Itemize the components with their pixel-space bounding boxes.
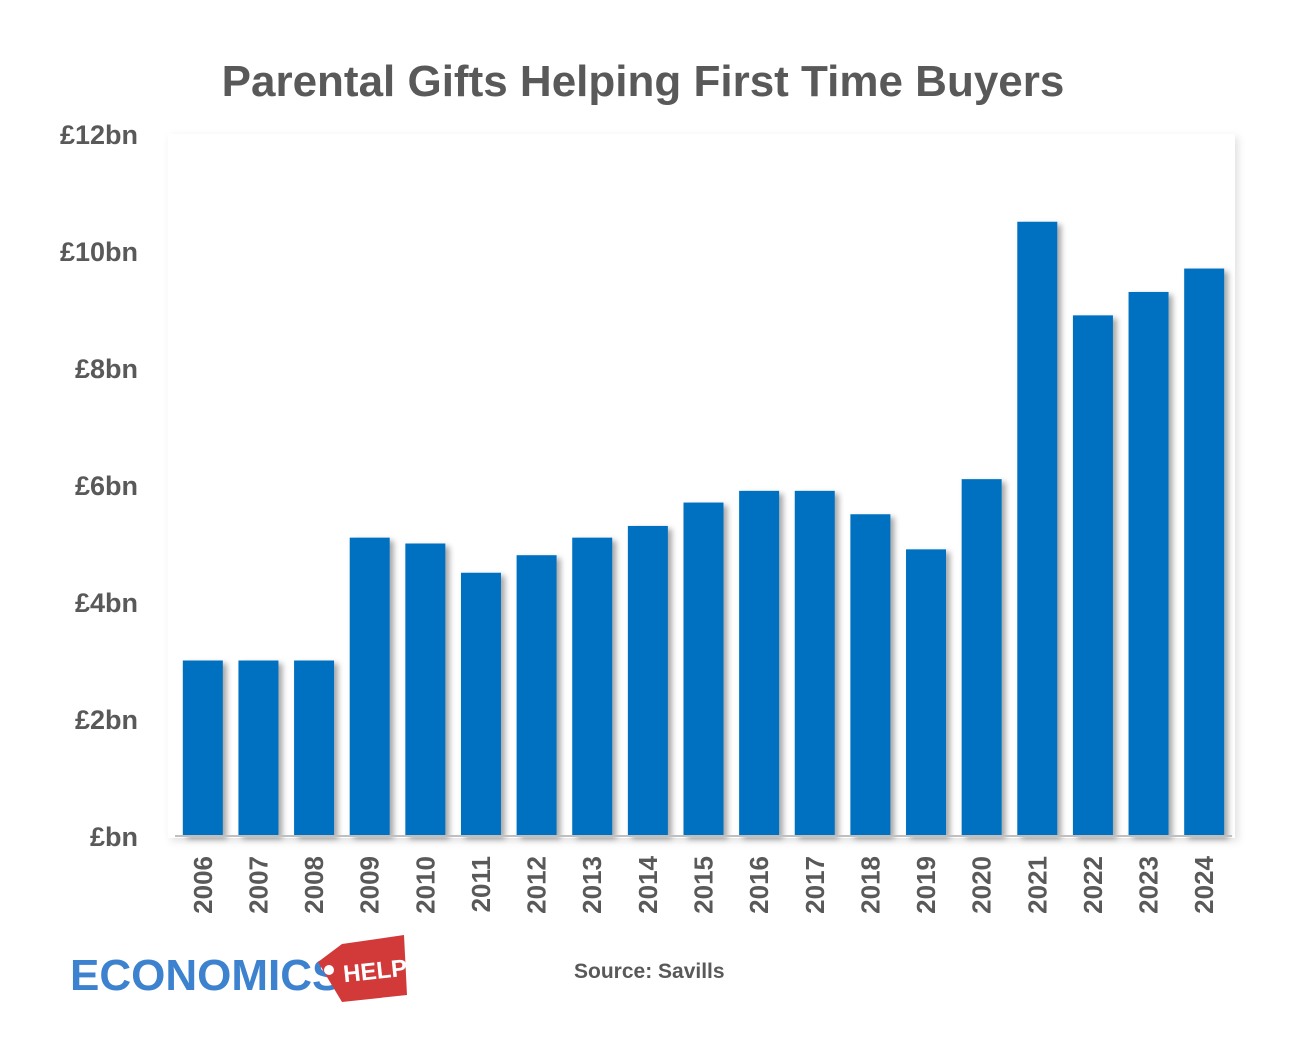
bar-2012 [516, 555, 557, 836]
x-tick-label: 2024 [1189, 855, 1219, 913]
x-tick-label: 2010 [410, 856, 440, 914]
bar-2009 [349, 537, 390, 836]
x-tick-label: 2006 [188, 856, 218, 914]
logo-main-text: ECONOMICS [70, 951, 341, 1000]
y-tick-label: £bn [90, 822, 138, 852]
x-tick-label: 2020 [967, 856, 997, 914]
y-tick-label: £2bn [75, 705, 138, 735]
x-tick-label: 2019 [911, 856, 941, 914]
bar-2008 [294, 660, 335, 836]
economics-help-logo: ECONOMICS HELP [70, 935, 408, 1002]
bar-2010 [405, 543, 446, 836]
chart-title: Parental Gifts Helping First Time Buyers [222, 57, 1065, 106]
bar-2013 [572, 537, 613, 836]
x-tick-label: 2023 [1134, 856, 1164, 914]
bar-2020 [961, 479, 1002, 836]
y-tick-label: £10bn [60, 237, 138, 267]
bar-2016 [739, 490, 780, 836]
bar-2021 [1017, 221, 1058, 836]
bar-2007 [238, 660, 279, 836]
bar-2022 [1072, 315, 1113, 837]
bar-2006 [182, 660, 223, 836]
x-tick-label: 2012 [522, 856, 552, 914]
y-tick-label: £8bn [75, 354, 138, 384]
y-axis: £bn £2bn £4bn £6bn £8bn £10bn £12bn [60, 120, 138, 852]
bar-series [182, 221, 1225, 837]
logo-tag-text: HELP [342, 955, 408, 989]
bar-2015 [683, 502, 724, 836]
y-tick-label: £12bn [60, 120, 138, 150]
x-axis: 2006 2007 2008 2009 2010 2011 2012 2013 2014 2015… [188, 855, 1219, 913]
x-tick-label: 2018 [855, 856, 885, 914]
x-tick-label: 2007 [243, 856, 273, 914]
x-tick-label: 2011 [466, 856, 496, 912]
bar-2024 [1184, 268, 1225, 836]
logo-tag-icon: HELP [318, 935, 408, 1002]
bar-2018 [850, 514, 891, 836]
x-tick-label: 2017 [800, 856, 830, 914]
x-tick-label: 2015 [689, 856, 719, 914]
x-tick-label: 2013 [577, 856, 607, 914]
x-tick-label: 2016 [744, 856, 774, 914]
y-tick-label: £4bn [75, 588, 138, 618]
x-tick-label: 2008 [299, 856, 329, 914]
x-tick-label: 2022 [1078, 856, 1108, 914]
x-tick-label: 2009 [355, 856, 385, 914]
bar-2014 [627, 525, 668, 836]
x-tick-label: 2021 [1022, 856, 1052, 914]
y-tick-label: £6bn [75, 471, 138, 501]
bar-2019 [906, 549, 947, 836]
x-tick-label: 2014 [633, 855, 663, 913]
bar-2017 [794, 490, 835, 836]
bar-2023 [1128, 291, 1169, 836]
bar-2011 [460, 572, 501, 836]
source-note: Source: Savills [574, 960, 725, 983]
